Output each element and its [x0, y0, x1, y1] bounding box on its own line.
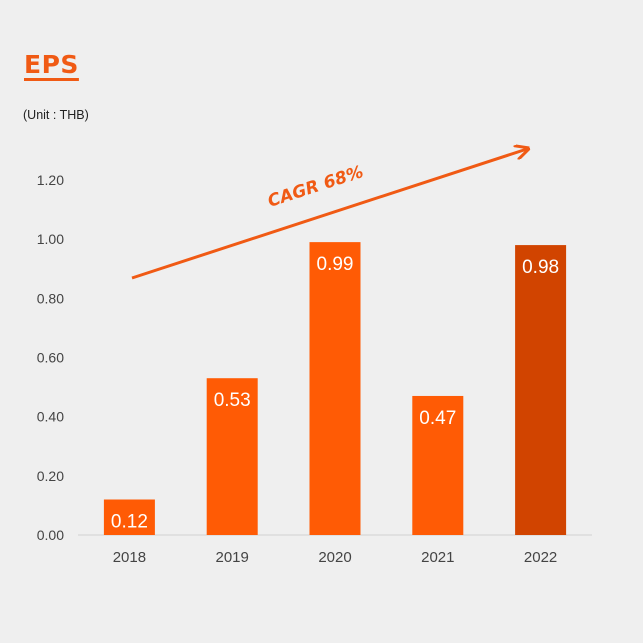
bar-2020: [309, 242, 361, 535]
bar-value-label: 0.12: [111, 512, 148, 533]
chart-title: EPS: [24, 50, 79, 79]
cagr-annotation: CAGR 68%: [265, 162, 366, 212]
x-tick-label: 2020: [318, 549, 351, 566]
y-tick-label: 0.20: [37, 468, 64, 484]
bars-group: 0.12 0.53 0.99 0.47 0.98: [103, 242, 567, 536]
x-tick-label: 2019: [216, 549, 249, 566]
y-tick-label: 0.60: [37, 350, 64, 366]
x-tick-label: 2022: [524, 549, 557, 566]
y-axis-ticks: 0.00 0.20 0.40 0.60 0.80 1.00 1.20: [37, 172, 64, 543]
y-tick-label: 1.00: [37, 231, 64, 247]
bar-value-label: 0.99: [317, 254, 354, 275]
y-tick-label: 0.40: [37, 409, 64, 425]
bar-2022: [515, 245, 567, 536]
x-axis-labels: 2018 2019 2020 2021 2022: [113, 549, 558, 566]
cagr-arrow: [131, 149, 527, 280]
y-tick-label: 1.20: [37, 172, 64, 188]
y-tick-label: 0.80: [37, 290, 64, 306]
x-tick-label: 2018: [113, 549, 146, 566]
bar-value-label: 0.98: [522, 257, 559, 278]
y-tick-label: 0.00: [37, 527, 64, 543]
bar-value-label: 0.47: [419, 408, 456, 429]
bar-2019: [206, 378, 258, 535]
bar-2021: [412, 395, 464, 535]
x-tick-label: 2021: [421, 549, 454, 566]
bar-value-label: 0.53: [214, 390, 251, 411]
bar-2018: [103, 499, 155, 535]
unit-note: (Unit : THB): [23, 108, 89, 122]
